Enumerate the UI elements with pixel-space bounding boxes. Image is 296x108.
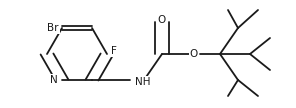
Text: NH: NH xyxy=(135,77,150,87)
Text: O: O xyxy=(190,49,198,59)
Text: F: F xyxy=(111,46,117,56)
Text: O: O xyxy=(158,15,166,25)
Text: N: N xyxy=(50,75,58,85)
Text: Br: Br xyxy=(47,23,59,33)
